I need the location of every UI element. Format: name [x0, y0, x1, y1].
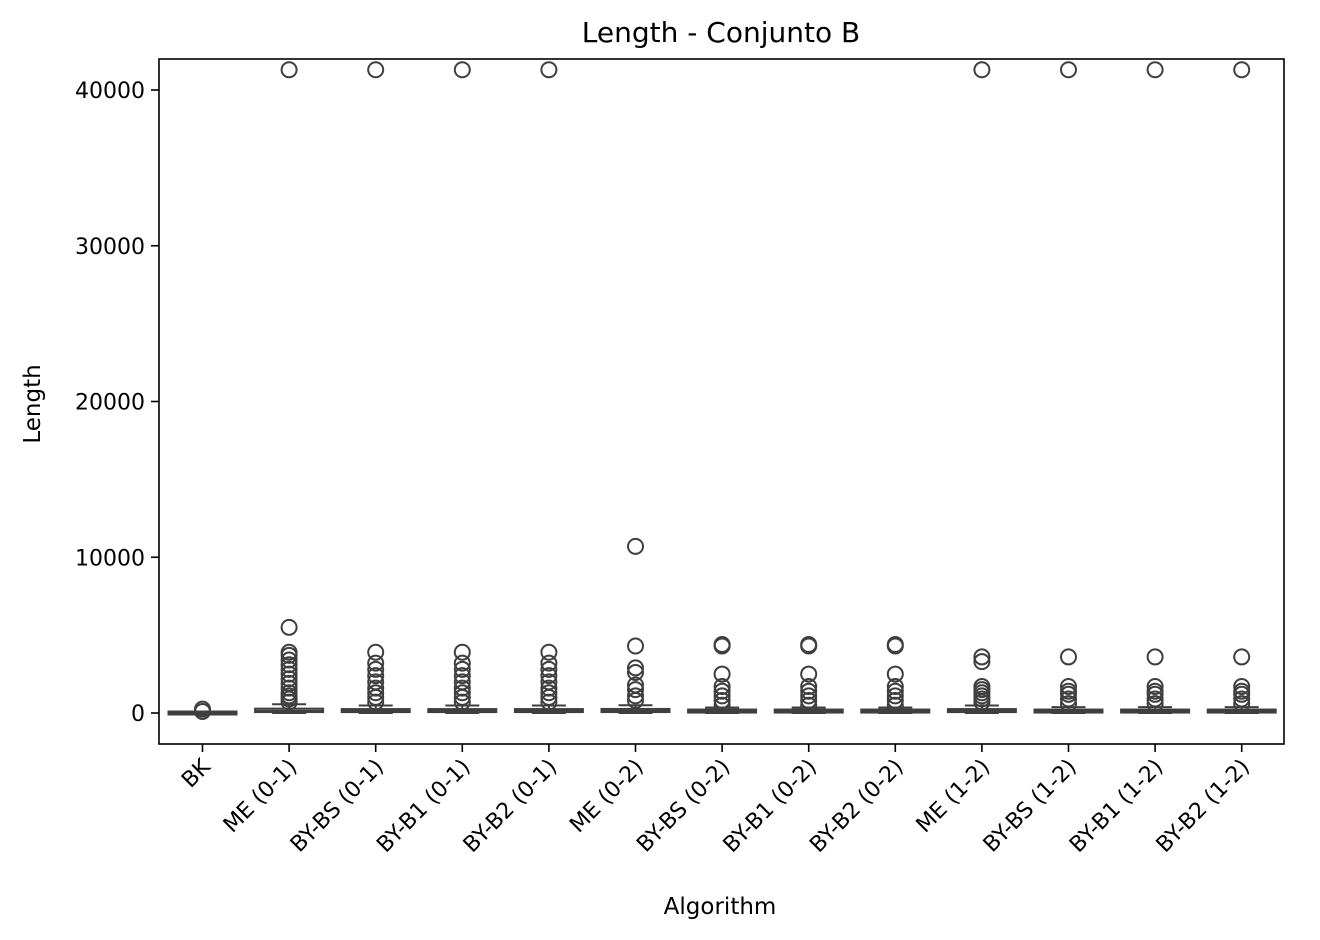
- x-axis-label: Algorithm: [664, 894, 777, 920]
- outlier-point: [541, 645, 556, 660]
- y-axis: 0 10000 20000 30000 40000: [75, 79, 159, 727]
- box-group: [1035, 62, 1103, 713]
- box-group: [602, 539, 670, 713]
- outlier-point: [1148, 649, 1163, 664]
- box-group: [775, 637, 843, 713]
- plot-frame: [159, 59, 1284, 744]
- outlier-point: [455, 645, 470, 660]
- outlier-point: [368, 645, 383, 660]
- x-tick-label: BY-B2 (0-2): [805, 755, 908, 858]
- x-tick-label: BY-B2 (1-2): [1152, 755, 1255, 858]
- box-group: [688, 637, 756, 713]
- outlier-point: [455, 62, 470, 77]
- outlier-point: [1234, 649, 1249, 664]
- x-tick-label: ME (0-2): [565, 755, 648, 838]
- outlier-point: [628, 539, 643, 554]
- y-tick-label: 10000: [75, 546, 145, 571]
- box-group: [1208, 62, 1276, 713]
- outlier-point: [282, 620, 297, 635]
- outlier-point: [368, 62, 383, 77]
- box-group: [255, 62, 323, 713]
- plot-marks: [169, 62, 1276, 719]
- box-group: [342, 62, 410, 713]
- y-tick-label: 40000: [75, 79, 145, 104]
- box-group: [515, 62, 583, 713]
- y-tick-label: 30000: [75, 235, 145, 260]
- x-tick-label: BY-B2 (0-1): [459, 755, 562, 858]
- box-group: [948, 62, 1016, 713]
- chart-title: Length - Conjunto B: [582, 16, 860, 49]
- x-tick-label: BK: [177, 754, 216, 793]
- outlier-point: [1234, 62, 1249, 77]
- outlier-point: [628, 639, 643, 654]
- box-group: [428, 62, 496, 713]
- outlier-point: [974, 62, 989, 77]
- x-axis: BK ME (0-1)BY-BS (0-1)BY-B1 (0-1)BY-B2 (0…: [177, 744, 1255, 858]
- y-tick-label: 0: [131, 702, 145, 727]
- outlier-point: [541, 62, 556, 77]
- outlier-point: [1061, 649, 1076, 664]
- outlier-point: [282, 62, 297, 77]
- outlier-point: [1148, 62, 1163, 77]
- box-group: [861, 637, 929, 713]
- y-axis-label: Length: [20, 364, 46, 443]
- box-group: [1121, 62, 1189, 713]
- x-tick-label: ME (1-2): [912, 755, 995, 838]
- box-group: [169, 702, 237, 719]
- outlier-point: [1061, 62, 1076, 77]
- y-tick-label: 20000: [75, 391, 145, 416]
- x-tick-label: ME (0-1): [219, 755, 302, 838]
